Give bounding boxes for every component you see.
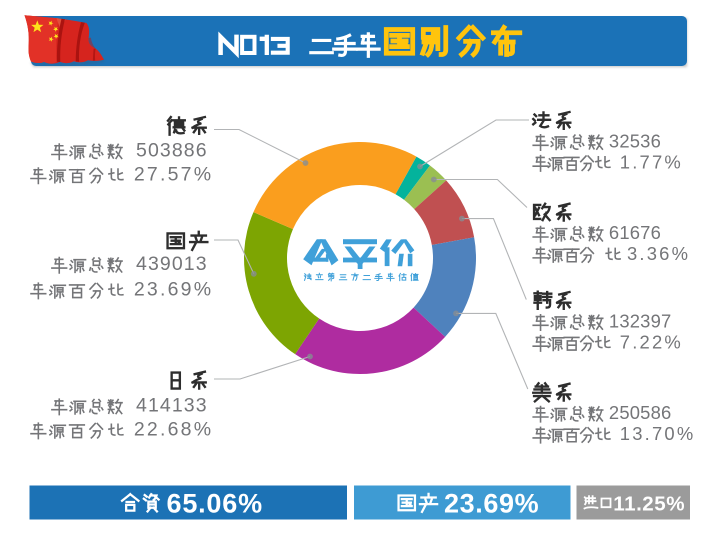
svg-text:27.57%: 27.57% (134, 163, 213, 185)
svg-text:22.68%: 22.68% (134, 419, 213, 441)
svg-text:65.06%: 65.06% (167, 489, 263, 519)
svg-text:503886: 503886 (136, 139, 208, 161)
svg-text:439013: 439013 (136, 253, 208, 275)
svg-text:32536: 32536 (609, 130, 661, 151)
svg-text:23.69%: 23.69% (444, 489, 539, 519)
svg-text:3.36%: 3.36% (627, 243, 690, 264)
svg-text:7.22%: 7.22% (620, 331, 683, 352)
svg-text:61676: 61676 (609, 222, 661, 243)
svg-text:414133: 414133 (136, 395, 208, 417)
svg-text:13.70%: 13.70% (620, 423, 696, 444)
svg-text:23.69%: 23.69% (134, 279, 213, 301)
svg-text:132397: 132397 (609, 310, 672, 331)
svg-text:11.25%: 11.25% (613, 493, 685, 516)
svg-text:1.77%: 1.77% (620, 151, 683, 172)
svg-text:250586: 250586 (609, 402, 672, 423)
